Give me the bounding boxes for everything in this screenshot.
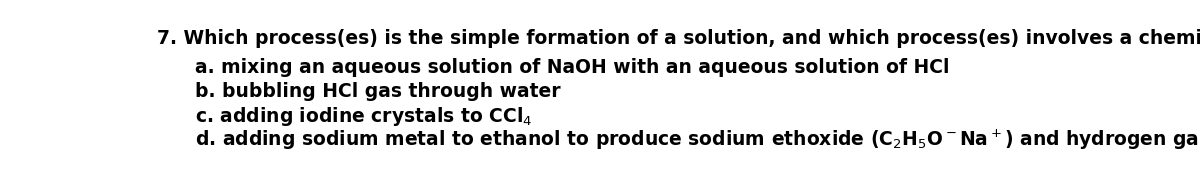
Text: c. adding iodine crystals to CCl$_4$: c. adding iodine crystals to CCl$_4$ [194,105,532,128]
Text: a. mixing an aqueous solution of NaOH with an aqueous solution of HCl: a. mixing an aqueous solution of NaOH wi… [194,58,949,78]
Text: b. bubbling HCl gas through water: b. bubbling HCl gas through water [194,82,560,101]
Text: d. adding sodium metal to ethanol to produce sodium ethoxide (C$_2$H$_5$O$^-$Na$: d. adding sodium metal to ethanol to pro… [194,128,1200,152]
Text: 7. Which process(es) is the simple formation of a solution, and which process(es: 7. Which process(es) is the simple forma… [157,29,1200,48]
